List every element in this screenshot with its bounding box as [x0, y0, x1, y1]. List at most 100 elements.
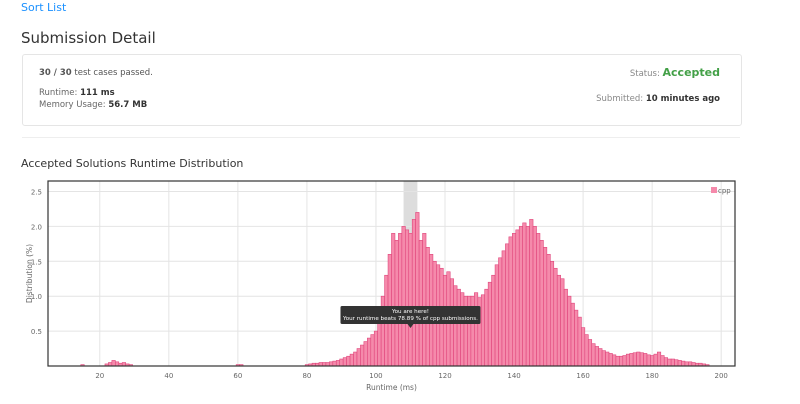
- bar: [491, 274, 496, 367]
- legend-swatch: [711, 187, 717, 193]
- bar: [591, 343, 596, 367]
- passed-suffix: test cases passed.: [74, 68, 153, 78]
- memory: Memory Usage: 56.7 MB: [39, 100, 147, 110]
- bar: [670, 358, 675, 367]
- bar: [418, 240, 423, 367]
- memory-label: Memory Usage:: [39, 100, 106, 110]
- x-tick-label: 140: [507, 372, 520, 380]
- bar: [667, 358, 672, 367]
- bar: [405, 229, 410, 367]
- bar: [494, 264, 499, 367]
- bar: [674, 359, 679, 367]
- bar: [360, 344, 365, 367]
- bar: [536, 233, 541, 367]
- bar: [518, 226, 523, 367]
- y-tick-label: 2.5: [31, 188, 42, 196]
- bar: [581, 327, 586, 367]
- bar: [556, 274, 561, 367]
- bar: [460, 292, 465, 367]
- y-tick-label: 1.5: [31, 258, 42, 266]
- x-tick-label: 200: [715, 372, 728, 380]
- bar: [335, 360, 341, 367]
- status-value: Accepted: [662, 66, 720, 79]
- bar: [625, 353, 631, 367]
- bar: [332, 360, 337, 367]
- bar: [525, 226, 530, 367]
- submitted-value: 10 minutes ago: [645, 94, 720, 104]
- status: Status: Accepted: [630, 66, 720, 79]
- detail-card: [22, 54, 742, 126]
- bar: [574, 309, 579, 367]
- bar: [650, 355, 655, 367]
- bar: [373, 330, 378, 367]
- bar: [532, 226, 537, 367]
- bar: [115, 361, 120, 367]
- problem-link[interactable]: Sort List: [21, 1, 67, 14]
- bar: [622, 355, 627, 367]
- bar: [342, 357, 347, 367]
- bar: [401, 226, 406, 367]
- bar: [529, 219, 534, 367]
- bar: [615, 355, 620, 367]
- bar: [688, 361, 693, 367]
- bar: [484, 288, 489, 367]
- bar: [474, 292, 479, 367]
- status-label: Status:: [629, 69, 660, 79]
- bar: [522, 222, 527, 367]
- tooltip-box: [340, 306, 481, 324]
- bar: [370, 334, 375, 367]
- bar: [684, 361, 689, 367]
- x-tick-label: 120: [438, 372, 451, 380]
- bar: [512, 233, 517, 367]
- x-tick-label: 20: [95, 372, 104, 380]
- bar: [550, 260, 555, 367]
- bar: [515, 229, 520, 367]
- bar: [398, 233, 403, 367]
- legend-label: cpp: [718, 187, 731, 195]
- bar: [367, 337, 372, 367]
- bar: [546, 254, 551, 367]
- bar: [660, 355, 665, 367]
- bar: [453, 285, 458, 367]
- tooltip-text: Your runtime beats 78.89 % of cpp submis…: [342, 316, 478, 322]
- tooltip-pointer: [407, 324, 414, 328]
- bar: [570, 302, 575, 367]
- bar: [501, 250, 506, 367]
- bar: [608, 353, 613, 367]
- chart-title: Accepted Solutions Runtime Distribution: [21, 157, 244, 170]
- bar: [415, 212, 420, 367]
- bar: [508, 236, 513, 367]
- x-tick-label: 80: [302, 372, 311, 380]
- bar: [605, 351, 610, 367]
- y-tick-label: 2.0: [31, 223, 42, 231]
- x-axis-label: Runtime (ms): [366, 383, 417, 392]
- bar: [339, 358, 344, 367]
- bar: [646, 354, 651, 367]
- bar: [598, 348, 603, 367]
- bar: [543, 247, 548, 367]
- bar: [505, 243, 510, 367]
- bar: [632, 352, 637, 367]
- bar: [111, 360, 116, 367]
- cases: 30 / 30 test cases passed.: [39, 68, 153, 78]
- bar: [422, 233, 427, 367]
- bar: [411, 219, 416, 367]
- bar: [391, 233, 396, 367]
- bar: [639, 352, 644, 367]
- runtime: Runtime: 111 ms: [39, 88, 115, 98]
- bar: [539, 240, 544, 367]
- bar: [601, 350, 606, 367]
- bar: [567, 295, 572, 367]
- bar: [643, 353, 648, 367]
- divider: [22, 137, 740, 138]
- bar: [346, 355, 351, 367]
- bar: [353, 351, 358, 367]
- passed: 30 / 30: [39, 68, 72, 78]
- x-tick-label: 160: [576, 372, 589, 380]
- page-title: Submission Detail: [21, 29, 156, 47]
- bar: [363, 341, 368, 367]
- bar: [657, 351, 662, 367]
- bar: [394, 240, 399, 367]
- bar: [377, 316, 382, 367]
